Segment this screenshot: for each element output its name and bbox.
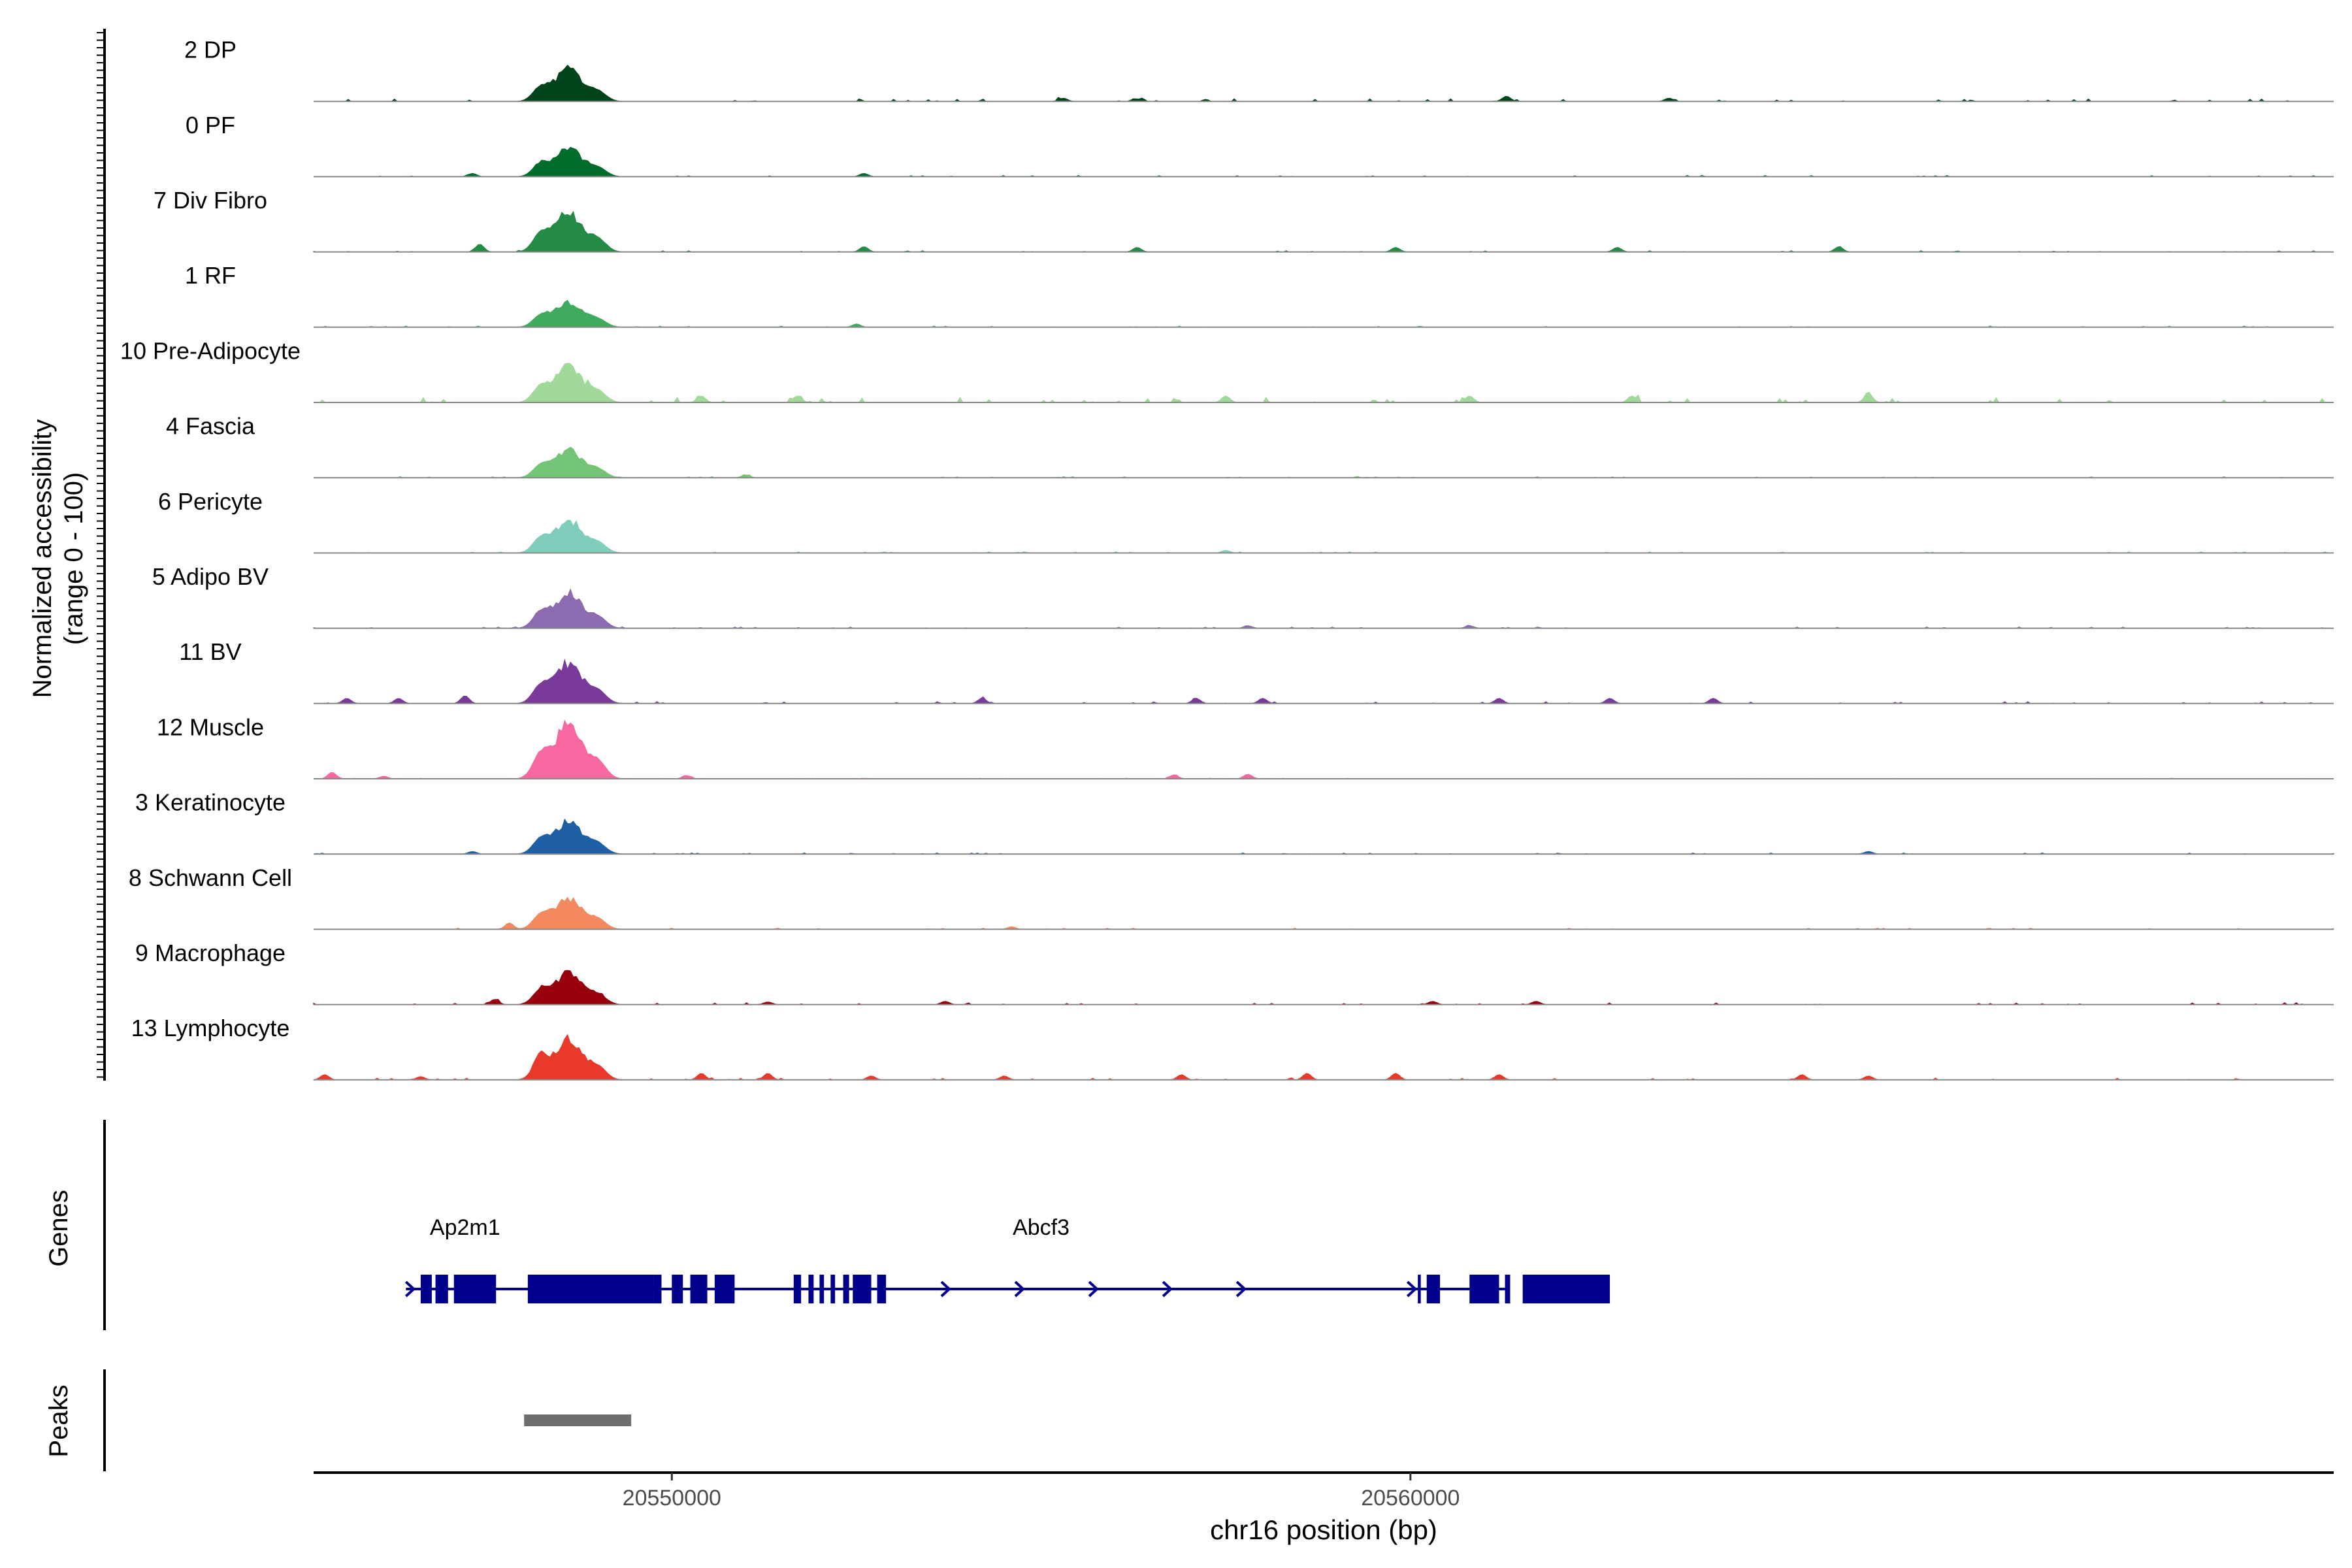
gene-exon — [605, 1275, 621, 1303]
gene-name: Abcf3 — [1013, 1215, 1070, 1240]
strand-arrow — [1088, 1281, 1100, 1298]
coverage-track: 5 Adipo BV — [152, 563, 2334, 629]
track-label: 11 BV — [179, 638, 241, 665]
coverage-track: 9 Macrophage — [135, 939, 2334, 1005]
y-axis-label-line2: (range 0 - 100) — [59, 472, 88, 645]
gene-name: Ap2m1 — [430, 1215, 500, 1240]
gene-exon — [672, 1275, 683, 1303]
gene-exon — [1505, 1275, 1511, 1303]
coverage-tracks: 2 DP 0 PF 7 Div Fibro 1 RF 10 Pre-Adipocyte 4… — [120, 37, 2334, 1081]
coverage-track: 10 Pre-Adipocyte — [120, 337, 2334, 403]
strand-arrow — [940, 1281, 951, 1298]
track-label: 0 PF — [186, 112, 235, 139]
x-axis-label: chr16 position (bp) — [1210, 1514, 1437, 1545]
track-label: 5 Adipo BV — [152, 563, 269, 590]
peaks-panel-label: Peaks — [44, 1384, 73, 1457]
track-label: 2 DP — [184, 37, 237, 63]
strand-arrow — [715, 1281, 727, 1298]
gene-exon — [1469, 1275, 1499, 1303]
track-label: 13 Lymphocyte — [131, 1015, 290, 1041]
coverage-area — [313, 210, 2334, 253]
peak-region — [524, 1414, 632, 1426]
coverage-area — [313, 588, 2334, 629]
gene-exon — [843, 1275, 849, 1303]
coverage-area — [314, 519, 2334, 553]
gene-annotation-track: Ap2m1 Abcf3 — [404, 1215, 1610, 1303]
coverage-track: 13 Lymphocyte — [131, 1015, 2334, 1081]
gene-exon — [1522, 1275, 1610, 1303]
coverage-area — [314, 65, 2334, 102]
y-axis — [97, 29, 106, 1081]
strand-arrow — [571, 1281, 582, 1298]
coverage-area — [314, 896, 2334, 930]
track-label: 12 Muscle — [157, 713, 264, 740]
x-axis-ticks: 20550000 20560000 — [623, 1473, 1460, 1511]
coverage-track: 7 Div Fibro — [154, 187, 2334, 253]
peaks-track — [524, 1414, 632, 1426]
coverage-track: 0 PF — [186, 112, 2334, 178]
coverage-area — [314, 446, 2334, 478]
coverage-area — [314, 719, 2334, 779]
gene-exon — [631, 1275, 638, 1303]
gene-exon — [420, 1275, 432, 1303]
coverage-track: 1 RF — [185, 262, 2334, 328]
coverage-track: 2 DP — [184, 37, 2334, 103]
gene-exon — [453, 1275, 497, 1303]
coverage-track: 12 Muscle — [157, 713, 2334, 779]
gene-exon — [793, 1275, 802, 1303]
gene-exon — [808, 1275, 814, 1303]
track-label: 1 RF — [185, 262, 236, 289]
x-tick-label: 20560000 — [1361, 1486, 1460, 1511]
coverage-area — [314, 299, 2334, 328]
strand-arrow — [1406, 1281, 1418, 1298]
coverage-track: 4 Fascia — [166, 413, 2334, 479]
track-label: 4 Fascia — [166, 413, 255, 440]
gene-exon — [1418, 1275, 1421, 1303]
coverage-track: 11 BV — [179, 638, 2334, 704]
gene-exon — [690, 1275, 708, 1303]
coverage-track: 6 Pericyte — [158, 488, 2334, 554]
gene-exon — [877, 1275, 887, 1303]
coverage-area — [314, 658, 2334, 704]
coverage-area — [314, 363, 2334, 403]
coverage-area — [313, 970, 2334, 1005]
genes-panel-label: Genes — [44, 1190, 73, 1267]
track-label: 9 Macrophage — [135, 939, 286, 966]
coverage-area — [313, 1034, 2334, 1081]
gene-exon — [1426, 1275, 1441, 1303]
coverage-track: 8 Schwann Cell — [129, 864, 2334, 930]
gene-exon — [853, 1275, 872, 1303]
track-label: 7 Div Fibro — [154, 187, 267, 214]
coverage-area — [313, 818, 2334, 855]
gene-exon — [435, 1275, 448, 1303]
strand-arrow — [1014, 1281, 1025, 1298]
gene-exon — [819, 1275, 825, 1303]
gene-model: Abcf3 — [571, 1215, 1610, 1303]
gene-exon — [830, 1275, 836, 1303]
track-label: 3 Keratinocyte — [135, 789, 286, 816]
gene-exon — [653, 1275, 662, 1303]
strand-arrow — [404, 1281, 416, 1298]
track-label: 6 Pericyte — [158, 488, 263, 515]
gene-exon — [581, 1275, 595, 1303]
track-label: 10 Pre-Adipocyte — [120, 337, 301, 364]
strand-arrow — [1162, 1281, 1173, 1298]
coverage-area — [314, 146, 2334, 177]
x-tick-label: 20550000 — [623, 1486, 721, 1511]
strand-arrow — [1235, 1281, 1247, 1298]
coverage-track: 3 Keratinocyte — [135, 789, 2334, 855]
track-label: 8 Schwann Cell — [129, 864, 292, 891]
y-axis-label-line1: Normalized accessibility — [28, 419, 57, 698]
